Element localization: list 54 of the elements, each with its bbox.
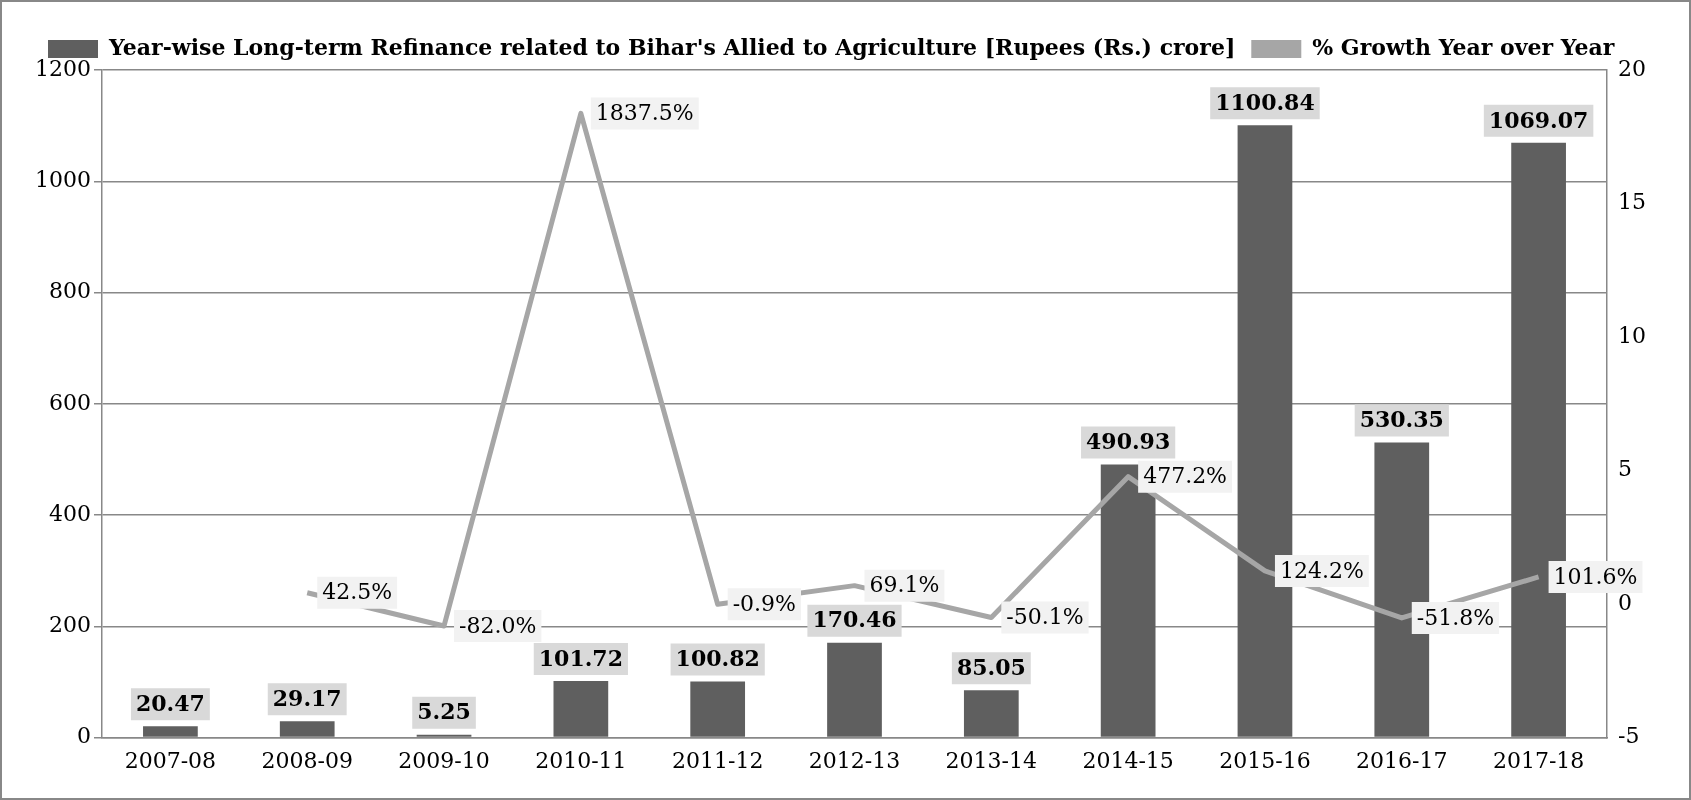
data-label: -0.9%: [732, 591, 796, 617]
x-tick-label: 2011-12: [671, 747, 764, 773]
x-tick-label: 2012-13: [808, 747, 901, 773]
y2-tick-label: 10: [1618, 322, 1647, 348]
x-tick-label: 2013-14: [945, 747, 1038, 773]
x-tick-label: 2010-11: [535, 747, 627, 773]
x-tick-label: 2015-16: [1219, 747, 1311, 773]
data-label: 69.1%: [869, 572, 940, 598]
data-label: 5.25: [417, 698, 471, 725]
data-label: 29.17: [272, 685, 342, 712]
bar: [553, 681, 609, 737]
y-tick-label: 1000: [34, 166, 91, 192]
x-tick-label: 2016-17: [1356, 747, 1448, 773]
data-label: 20.47: [135, 689, 205, 716]
bar: [690, 681, 746, 737]
x-tick-label: 2009-10: [398, 747, 490, 773]
data-label: 477.2%: [1143, 463, 1228, 489]
data-label: 100.82: [675, 645, 760, 672]
data-label: 101.6%: [1553, 563, 1638, 589]
y2-tick-label: 5: [1618, 456, 1633, 482]
bar: [279, 721, 335, 737]
data-label: 530.35: [1359, 406, 1444, 433]
y-tick-label: 800: [48, 278, 91, 304]
y-tick-label: 600: [48, 389, 91, 415]
data-label: 1069.07: [1488, 106, 1589, 133]
data-label: 1837.5%: [595, 100, 694, 126]
data-label: 42.5%: [322, 579, 393, 605]
x-tick-label: 2008-09: [261, 747, 353, 773]
x-tick-label: 2007-08: [124, 747, 217, 773]
data-label: -51.8%: [1416, 604, 1495, 630]
bar: [143, 726, 198, 737]
y-tick-label: 0: [76, 723, 91, 749]
data-label: 85.05: [956, 654, 1026, 680]
data-label: 170.46: [812, 606, 897, 633]
bar: [416, 734, 472, 737]
y2-tick-label: 20: [1618, 55, 1647, 81]
legend-label: % Growth Year over Year: [1312, 33, 1615, 60]
y2-tick-label: 0: [1618, 589, 1633, 615]
bar: [827, 642, 882, 737]
legend-label: Year-wise Long-term Refinance related to Bihar's Allied to Agriculture [Rupees (Rs.) crore]: [108, 33, 1236, 60]
y-tick-label: 1200: [34, 55, 91, 81]
data-label: 124.2%: [1279, 557, 1364, 583]
y-tick-label: 400: [48, 500, 91, 526]
data-label: -50.1%: [1006, 604, 1084, 630]
data-label: 101.72: [538, 644, 623, 671]
y2-tick-label: 15: [1618, 189, 1647, 215]
y-tick-label: 200: [48, 612, 91, 638]
data-label: 490.93: [1086, 428, 1171, 455]
bar: [963, 690, 1019, 737]
x-tick-label: 2014-15: [1082, 747, 1174, 773]
x-tick-label: 2017-18: [1492, 747, 1585, 773]
y2-tick-label: -5: [1618, 723, 1640, 749]
data-label: -82.0%: [459, 612, 537, 638]
data-label: 1100.84: [1215, 88, 1315, 115]
